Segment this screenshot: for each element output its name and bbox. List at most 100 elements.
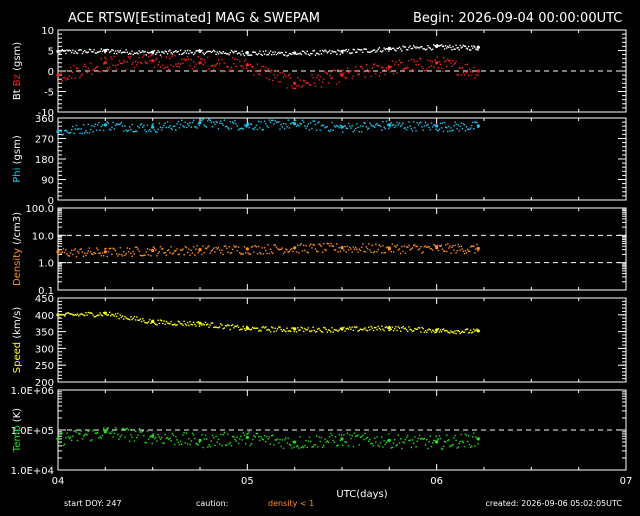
- data-dot-phi: [181, 119, 183, 122]
- data-dot-bt: [453, 48, 455, 51]
- data-dot-speed: [286, 327, 288, 329]
- data-dot-density: [368, 243, 370, 245]
- data-dot-bz: [68, 75, 71, 77]
- data-dot-density: [429, 247, 431, 250]
- data-dot-temp: [108, 432, 111, 434]
- data-dot-density: [444, 244, 447, 246]
- data-dot-density: [414, 244, 416, 246]
- data-dot-phi: [113, 128, 116, 130]
- data-dot-temp: [71, 439, 73, 442]
- data-dot-bt: [331, 50, 333, 52]
- data-dot-bz: [137, 61, 139, 64]
- data-dot-density: [136, 246, 138, 248]
- data-dot-phi: [162, 126, 164, 129]
- data-dot-bt: [457, 47, 459, 49]
- data-dot-temp: [197, 444, 200, 446]
- data-dot-bt: [81, 52, 84, 55]
- data-dot-speed: [328, 329, 331, 332]
- data-dot-phi: [123, 130, 125, 132]
- data-dot-bz: [388, 69, 390, 71]
- data-dot-density: [423, 246, 426, 248]
- data-dot-density: [121, 255, 124, 257]
- data-dot-phi: [408, 121, 410, 123]
- data-point-bt: [198, 49, 202, 53]
- data-dot-density: [436, 245, 439, 247]
- data-dot-temp: [159, 438, 162, 440]
- data-dot-temp: [266, 435, 268, 438]
- data-dot-speed: [417, 327, 420, 329]
- data-dot-density: [477, 250, 479, 252]
- data-dot-phi: [170, 127, 172, 130]
- data-dot-speed: [313, 329, 315, 332]
- data-dot-density: [131, 255, 133, 257]
- data-dot-density: [173, 250, 176, 252]
- data-dot-phi: [197, 123, 200, 125]
- data-dot-bt: [202, 52, 204, 54]
- data-dot-temp: [204, 434, 207, 436]
- data-dot-bz: [371, 67, 373, 69]
- data-dot-bz: [156, 57, 158, 60]
- data-dot-speed: [188, 324, 190, 327]
- data-dot-phi: [427, 123, 429, 126]
- data-dot-speed: [455, 332, 457, 335]
- data-dot-density: [417, 249, 420, 251]
- data-dot-bt: [284, 54, 286, 57]
- data-dot-bz: [241, 65, 243, 67]
- data-dot-speed: [59, 316, 61, 319]
- data-dot-speed: [179, 322, 182, 325]
- footer-caution-note: density < 1: [268, 499, 314, 508]
- data-dot-density: [426, 246, 428, 249]
- data-dot-phi: [213, 121, 215, 124]
- data-dot-density: [328, 245, 331, 247]
- data-dot-temp: [195, 442, 197, 445]
- data-dot-phi: [368, 127, 370, 130]
- data-dot-phi: [107, 122, 110, 125]
- data-dot-bt: [242, 53, 244, 55]
- data-dot-temp: [413, 442, 415, 445]
- data-dot-bz: [133, 66, 136, 69]
- data-dot-phi: [455, 123, 457, 126]
- data-dot-density: [124, 254, 126, 257]
- data-dot-bz: [352, 75, 355, 77]
- data-dot-bz: [237, 70, 240, 73]
- data-dot-bt: [323, 50, 325, 53]
- data-dot-phi: [288, 127, 291, 129]
- data-dot-bz: [246, 67, 248, 69]
- data-dot-speed: [356, 326, 358, 328]
- data-dot-bz: [230, 66, 233, 69]
- data-dot-phi: [178, 127, 181, 129]
- data-dot-temp: [437, 438, 440, 440]
- data-dot-temp: [176, 439, 178, 441]
- data-dot-temp: [84, 434, 86, 436]
- data-dot-speed: [375, 326, 377, 329]
- data-dot-temp: [124, 436, 126, 439]
- data-dot-phi: [268, 119, 271, 121]
- data-dot-bz: [221, 58, 223, 61]
- data-dot-bt: [420, 46, 422, 48]
- data-dot-density: [452, 244, 454, 247]
- data-dot-speed: [351, 326, 353, 328]
- data-dot-bz: [409, 70, 411, 73]
- data-dot-phi: [173, 125, 176, 127]
- data-dot-phi: [267, 126, 269, 129]
- data-point-phi: [103, 123, 107, 127]
- data-dot-bt: [450, 46, 452, 49]
- data-dot-bz: [307, 82, 310, 84]
- data-dot-bz: [295, 85, 298, 87]
- data-dot-temp: [439, 437, 442, 440]
- data-dot-bz: [119, 62, 121, 64]
- data-dot-bz: [475, 74, 477, 76]
- data-dot-speed: [168, 322, 170, 325]
- data-dot-density: [363, 250, 365, 253]
- data-dot-temp: [146, 430, 149, 432]
- data-dot-bz: [114, 65, 117, 67]
- data-dot-phi: [164, 122, 166, 124]
- data-dot-phi: [239, 128, 241, 130]
- data-dot-phi: [118, 123, 120, 126]
- data-dot-bz: [275, 70, 278, 72]
- y-axis-label-part: Temp: [12, 425, 23, 453]
- data-dot-bt: [281, 51, 284, 54]
- data-dot-temp: [93, 429, 95, 431]
- data-dot-bz: [243, 60, 246, 62]
- data-dot-speed: [255, 327, 258, 329]
